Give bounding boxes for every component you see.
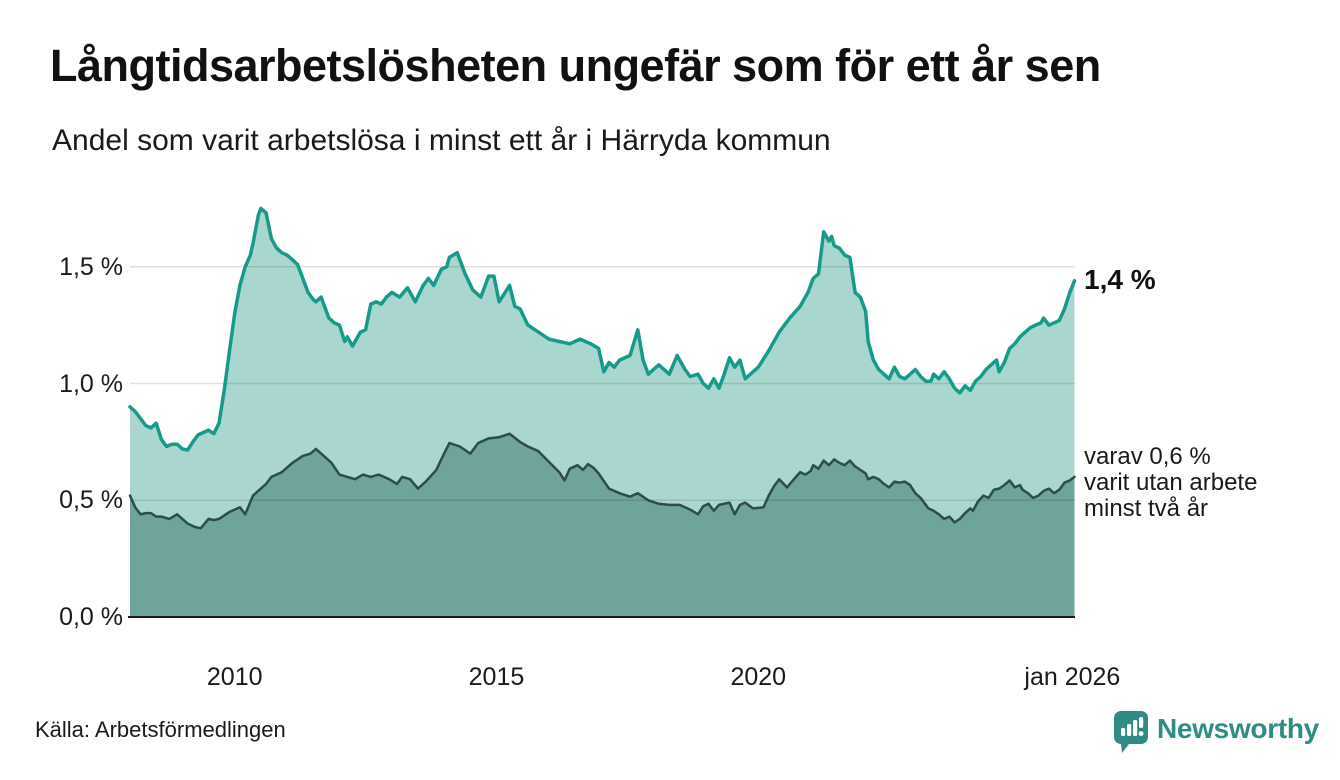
end-value-annotation: 1,4 % — [1084, 264, 1156, 295]
newsworthy-logo-icon — [1114, 711, 1148, 753]
newsworthy-logo: Newsworthy — [1114, 711, 1319, 753]
y-tick-label: 0,0 % — [59, 603, 123, 631]
x-tick-label: 2015 — [468, 663, 525, 691]
gridlines — [130, 265, 1075, 502]
logo-exclamation-dot — [1138, 731, 1144, 736]
x-tick-label: 2020 — [730, 663, 787, 691]
newsworthy-wordmark: Newsworthy — [1157, 713, 1319, 744]
y-tick-label: 1,5 % — [59, 252, 123, 281]
line-min-one-year — [128, 206, 1077, 452]
logo-bar-3 — [1133, 720, 1138, 736]
x-tick-label: 2010 — [206, 663, 263, 691]
secondary-series-annotation: varav 0,6 % varit utan arbete minst två … — [1084, 444, 1257, 522]
area-fill-min-two-years — [130, 433, 1075, 617]
logo-bar-2 — [1127, 724, 1132, 736]
logo-bar-1 — [1121, 728, 1126, 736]
y-tick-label: 1,0 % — [59, 369, 123, 398]
line-min-two-years — [128, 432, 1076, 530]
x-tick-label: jan 2026 — [1024, 663, 1121, 691]
secondary-annotation-line-3: minst två år — [1084, 495, 1209, 522]
y-tick-label: 0,5 % — [59, 486, 123, 515]
source-note: Källa: Arbetsförmedlingen — [35, 717, 286, 742]
secondary-annotation-line-2: varit utan arbete — [1084, 469, 1258, 496]
page-subtitle: Andel som varit arbetslösa i minst ett å… — [52, 124, 831, 157]
secondary-annotation-line-1: varav 0,6 % — [1084, 443, 1211, 470]
logo-exclamation-bar — [1139, 717, 1144, 728]
page-title: Långtidsarbetslösheten ungefär som för e… — [50, 40, 1101, 91]
